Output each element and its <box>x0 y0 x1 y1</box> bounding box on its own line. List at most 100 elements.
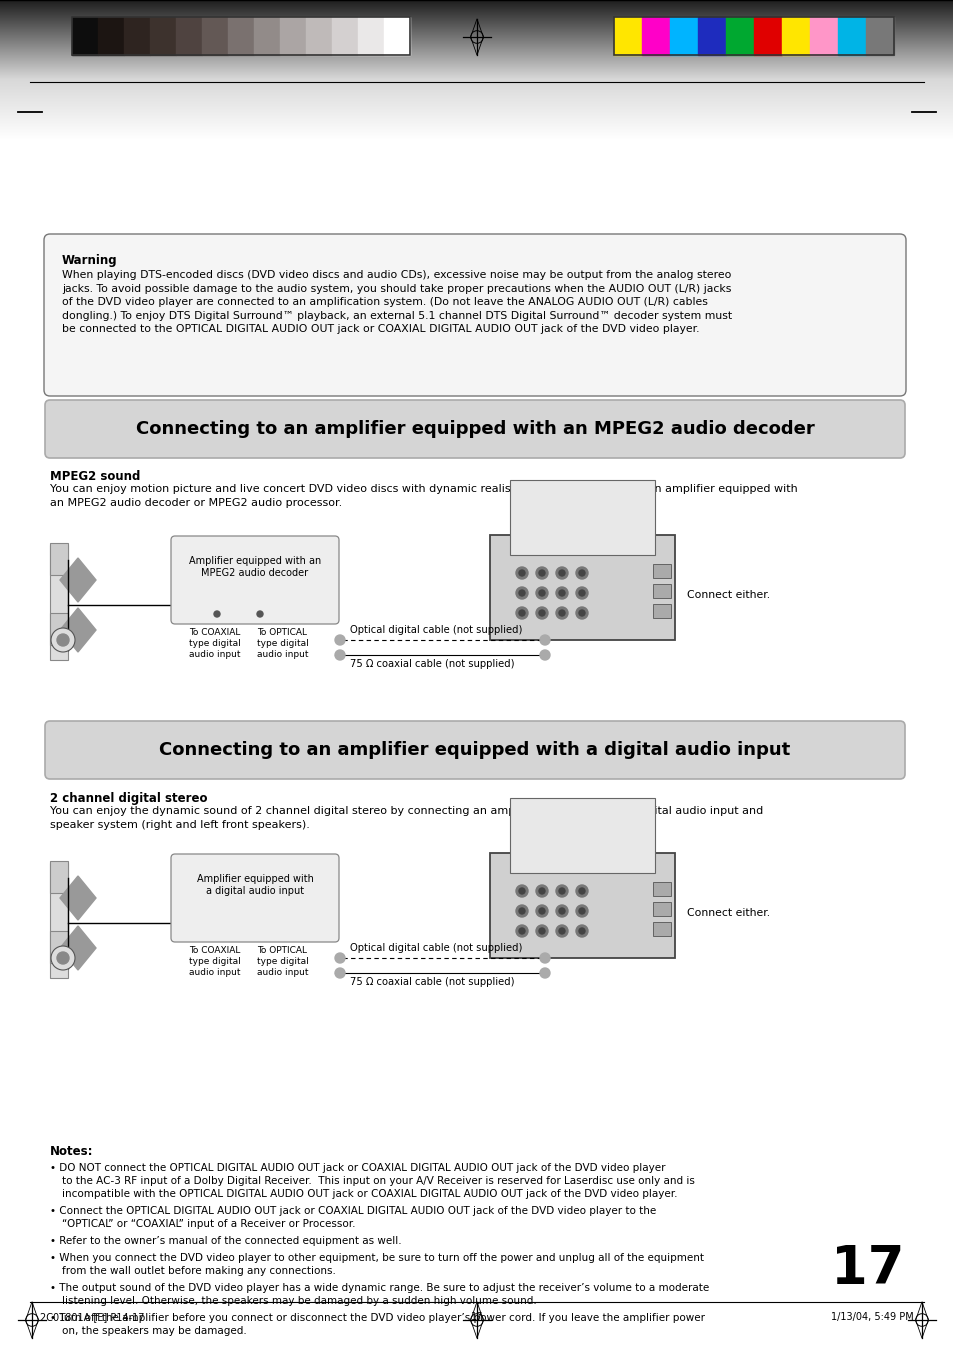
Bar <box>530 852 629 863</box>
Circle shape <box>538 928 544 934</box>
Bar <box>50 544 68 661</box>
Polygon shape <box>60 558 96 603</box>
Bar <box>809 18 837 55</box>
Text: Optical digital cable (not supplied): Optical digital cable (not supplied) <box>350 626 522 635</box>
Text: To OPTICAL
type digital
audio input: To OPTICAL type digital audio input <box>256 946 309 977</box>
Text: • Connect the OPTICAL DIGITAL AUDIO OUT jack or COAXIAL DIGITAL AUDIO OUT jack o: • Connect the OPTICAL DIGITAL AUDIO OUT … <box>50 1206 656 1216</box>
Circle shape <box>539 952 550 963</box>
Circle shape <box>51 946 75 970</box>
Text: Notes:: Notes: <box>50 1146 93 1158</box>
Bar <box>753 18 781 55</box>
Text: • The output sound of the DVD video player has a wide dynamic range. Be sure to : • The output sound of the DVD video play… <box>50 1283 708 1293</box>
Text: When playing DTS-encoded discs (DVD video discs and audio CDs), excessive noise : When playing DTS-encoded discs (DVD vide… <box>62 270 731 335</box>
Bar <box>530 535 629 544</box>
Bar <box>50 861 68 893</box>
Bar <box>384 18 410 55</box>
Bar <box>510 798 655 873</box>
Text: 17: 17 <box>831 1243 904 1296</box>
Circle shape <box>558 908 564 915</box>
Circle shape <box>578 928 584 934</box>
Bar <box>124 18 150 55</box>
Text: Optical digital cable (not supplied): Optical digital cable (not supplied) <box>350 943 522 952</box>
Text: Connecting to an amplifier equipped with an MPEG2 audio decoder: Connecting to an amplifier equipped with… <box>135 420 814 438</box>
Circle shape <box>539 650 550 661</box>
Circle shape <box>213 611 220 617</box>
Circle shape <box>335 650 345 661</box>
Circle shape <box>538 611 544 616</box>
Text: listening level. Otherwise, the speakers may be damaged by a sudden high volume : listening level. Otherwise, the speakers… <box>62 1296 537 1306</box>
Bar <box>614 18 893 55</box>
Text: Connect either.: Connect either. <box>686 590 769 600</box>
Circle shape <box>538 590 544 596</box>
Circle shape <box>558 928 564 934</box>
Circle shape <box>516 607 527 619</box>
Text: 2C01801A [E] P14-17: 2C01801A [E] P14-17 <box>40 1312 144 1323</box>
Bar <box>175 18 202 55</box>
Bar <box>202 18 228 55</box>
Circle shape <box>558 611 564 616</box>
Circle shape <box>536 586 547 598</box>
Text: “OPTICAL” or “COAXIAL” input of a Receiver or Processor.: “OPTICAL” or “COAXIAL” input of a Receiv… <box>62 1219 355 1229</box>
Text: from the wall outlet before making any connections.: from the wall outlet before making any c… <box>62 1266 335 1275</box>
Circle shape <box>558 570 564 576</box>
Circle shape <box>578 590 584 596</box>
Bar <box>357 18 384 55</box>
Circle shape <box>57 952 69 965</box>
Bar <box>228 18 253 55</box>
Text: MPEG2 sound: MPEG2 sound <box>50 470 140 484</box>
Polygon shape <box>60 925 96 970</box>
Text: 1/13/04, 5:49 PM: 1/13/04, 5:49 PM <box>830 1312 913 1323</box>
Circle shape <box>536 925 547 938</box>
Circle shape <box>578 908 584 915</box>
Bar <box>698 18 725 55</box>
FancyBboxPatch shape <box>45 400 904 458</box>
Bar <box>652 563 670 578</box>
Text: You can enjoy motion picture and live concert DVD video discs with dynamic reali: You can enjoy motion picture and live co… <box>50 484 797 508</box>
Circle shape <box>556 586 567 598</box>
Circle shape <box>516 905 527 917</box>
FancyBboxPatch shape <box>44 234 905 396</box>
Text: on, the speakers may be damaged.: on, the speakers may be damaged. <box>62 1325 247 1336</box>
Polygon shape <box>60 608 96 653</box>
Circle shape <box>518 611 524 616</box>
Bar <box>641 18 669 55</box>
Circle shape <box>51 628 75 653</box>
Circle shape <box>518 888 524 894</box>
Bar <box>781 18 809 55</box>
Text: To COAXIAL
type digital
audio input: To COAXIAL type digital audio input <box>189 946 240 977</box>
Bar <box>332 18 357 55</box>
Text: Warning: Warning <box>62 254 117 267</box>
Bar <box>50 863 68 978</box>
Circle shape <box>536 885 547 897</box>
Circle shape <box>516 885 527 897</box>
Circle shape <box>578 611 584 616</box>
Circle shape <box>576 905 587 917</box>
Circle shape <box>256 611 263 617</box>
FancyBboxPatch shape <box>45 721 904 780</box>
Circle shape <box>538 908 544 915</box>
Bar <box>490 852 675 958</box>
Text: To OPTICAL
type digital
audio input: To OPTICAL type digital audio input <box>256 628 309 659</box>
FancyBboxPatch shape <box>171 854 338 942</box>
Circle shape <box>538 888 544 894</box>
Bar <box>50 931 68 963</box>
Circle shape <box>558 888 564 894</box>
Text: • Turn off the amplifier before you connect or disconnect the DVD video player’s: • Turn off the amplifier before you conn… <box>50 1313 704 1323</box>
Bar <box>652 584 670 598</box>
Text: You can enjoy the dynamic sound of 2 channel digital stereo by connecting an amp: You can enjoy the dynamic sound of 2 cha… <box>50 807 762 830</box>
Bar <box>510 480 655 555</box>
Circle shape <box>576 925 587 938</box>
Bar <box>652 902 670 916</box>
Circle shape <box>335 952 345 963</box>
Circle shape <box>578 570 584 576</box>
Text: 75 Ω coaxial cable (not supplied): 75 Ω coaxial cable (not supplied) <box>350 659 514 669</box>
Circle shape <box>556 885 567 897</box>
Text: 2 channel digital stereo: 2 channel digital stereo <box>50 792 208 805</box>
Text: 75 Ω coaxial cable (not supplied): 75 Ω coaxial cable (not supplied) <box>350 977 514 988</box>
Text: Amplifier equipped with
a digital audio input: Amplifier equipped with a digital audio … <box>196 874 314 897</box>
Circle shape <box>335 635 345 644</box>
Text: to the AC-3 RF input of a Dolby Digital Receiver.  This input on your A/V Receiv: to the AC-3 RF input of a Dolby Digital … <box>62 1175 694 1186</box>
Circle shape <box>576 885 587 897</box>
Circle shape <box>518 928 524 934</box>
Circle shape <box>518 590 524 596</box>
